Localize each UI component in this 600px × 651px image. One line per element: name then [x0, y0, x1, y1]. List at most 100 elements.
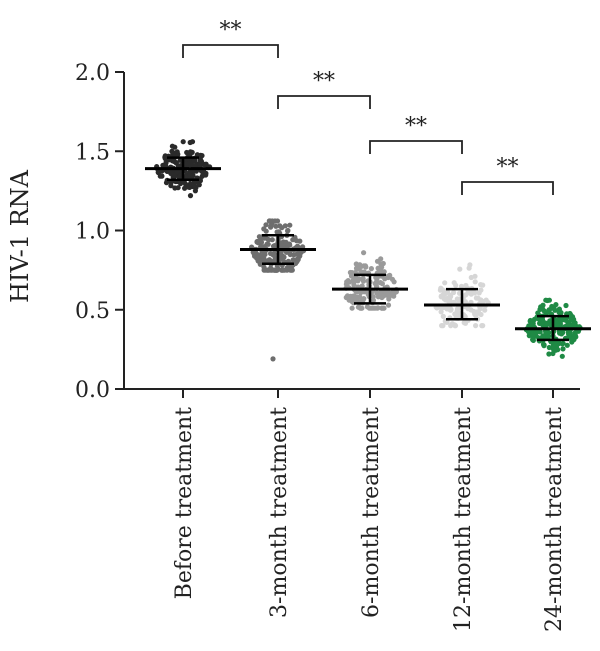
data-point: [285, 227, 291, 234]
data-point: [378, 268, 384, 274]
data-point: [387, 272, 393, 278]
data-point: [266, 237, 272, 243]
y-tick-label: 1.0: [75, 220, 110, 245]
significance-label: **: [497, 155, 519, 180]
data-point: [385, 302, 392, 308]
data-point: [196, 182, 202, 188]
data-point: [361, 250, 367, 256]
data-point: [374, 275, 380, 281]
data-point: [192, 157, 198, 163]
x-category-label: 24-month treatment: [542, 407, 567, 632]
data-point: [256, 234, 262, 240]
data-point: [197, 157, 203, 163]
data-point: [349, 305, 355, 311]
data-point: [182, 185, 188, 191]
data-point: [370, 294, 376, 300]
data-point: [552, 347, 559, 353]
data-point: [557, 330, 563, 336]
data-point: [458, 283, 465, 289]
data-point: [530, 337, 536, 343]
data-point: [278, 240, 284, 246]
outlier-point: [270, 356, 276, 362]
data-point: [272, 255, 278, 261]
data-point: [183, 161, 189, 167]
data-point: [266, 257, 273, 263]
y-tick-label: 0.5: [75, 299, 110, 324]
y-tick-label: 0.0: [75, 378, 110, 403]
data-point: [550, 343, 556, 350]
significance-bracket: [369, 140, 463, 154]
data-point: [272, 218, 278, 224]
data-point: [386, 294, 392, 300]
data-point: [478, 287, 484, 293]
data-point: [546, 351, 552, 357]
data-point: [472, 273, 478, 279]
data-point: [283, 239, 289, 245]
data-point: [457, 266, 463, 272]
data-point: [352, 277, 358, 283]
data-point: [288, 267, 294, 273]
data-point: [563, 302, 569, 309]
data-point: [552, 307, 558, 313]
data-point: [444, 306, 450, 312]
data-point: [543, 297, 549, 303]
x-axis: Before treatment 3-month treatment 6-month…: [124, 388, 580, 632]
data-point: [528, 321, 534, 327]
data-point: [562, 317, 568, 323]
data-point: [545, 334, 551, 340]
data-point: [379, 305, 385, 311]
data-point: [172, 144, 178, 150]
data-point: [255, 240, 261, 246]
data-point: [537, 329, 543, 335]
data-point: [467, 262, 473, 268]
data-point: [198, 152, 204, 158]
data-point: [273, 223, 279, 229]
data-point: [440, 292, 446, 298]
data-point: [257, 258, 264, 264]
data-point: [480, 323, 486, 329]
data-point: [277, 223, 283, 229]
data-point: [264, 267, 270, 273]
significance-label: **: [313, 69, 335, 94]
significance-label: **: [405, 114, 427, 139]
data-point: [263, 228, 269, 234]
data-point: [263, 222, 269, 228]
data-point: [287, 222, 293, 228]
data-point: [359, 305, 365, 311]
data-point: [482, 307, 488, 313]
data-point: [473, 313, 479, 319]
data-point: [368, 266, 374, 272]
data-point: [379, 281, 385, 287]
data-point: [379, 264, 385, 270]
data-point: [378, 256, 384, 262]
data-point: [360, 276, 366, 282]
data-point: [473, 323, 479, 329]
data-point: [452, 322, 458, 328]
data-point: [157, 173, 163, 179]
data-point: [174, 149, 180, 155]
data-point: [346, 297, 352, 303]
data-point: [282, 223, 288, 229]
data-point: [382, 276, 388, 282]
data-point: [293, 260, 299, 266]
data-point: [540, 333, 546, 339]
data-point: [180, 139, 186, 145]
data-point: [540, 319, 546, 325]
data-point: [357, 294, 363, 300]
data-point: [374, 305, 380, 311]
data-point: [468, 291, 474, 297]
data-point: [272, 243, 278, 249]
data-point: [259, 253, 266, 259]
data-point: [546, 344, 552, 351]
data-point: [441, 296, 447, 302]
data-point: [540, 341, 547, 347]
data-point: [375, 294, 381, 300]
data-point: [190, 172, 196, 179]
data-point: [569, 317, 575, 323]
data-point: [169, 148, 175, 154]
data-point: [462, 314, 468, 320]
data-point: [353, 289, 359, 295]
data-point: [163, 160, 169, 166]
mean-sd-markers: [145, 156, 591, 342]
